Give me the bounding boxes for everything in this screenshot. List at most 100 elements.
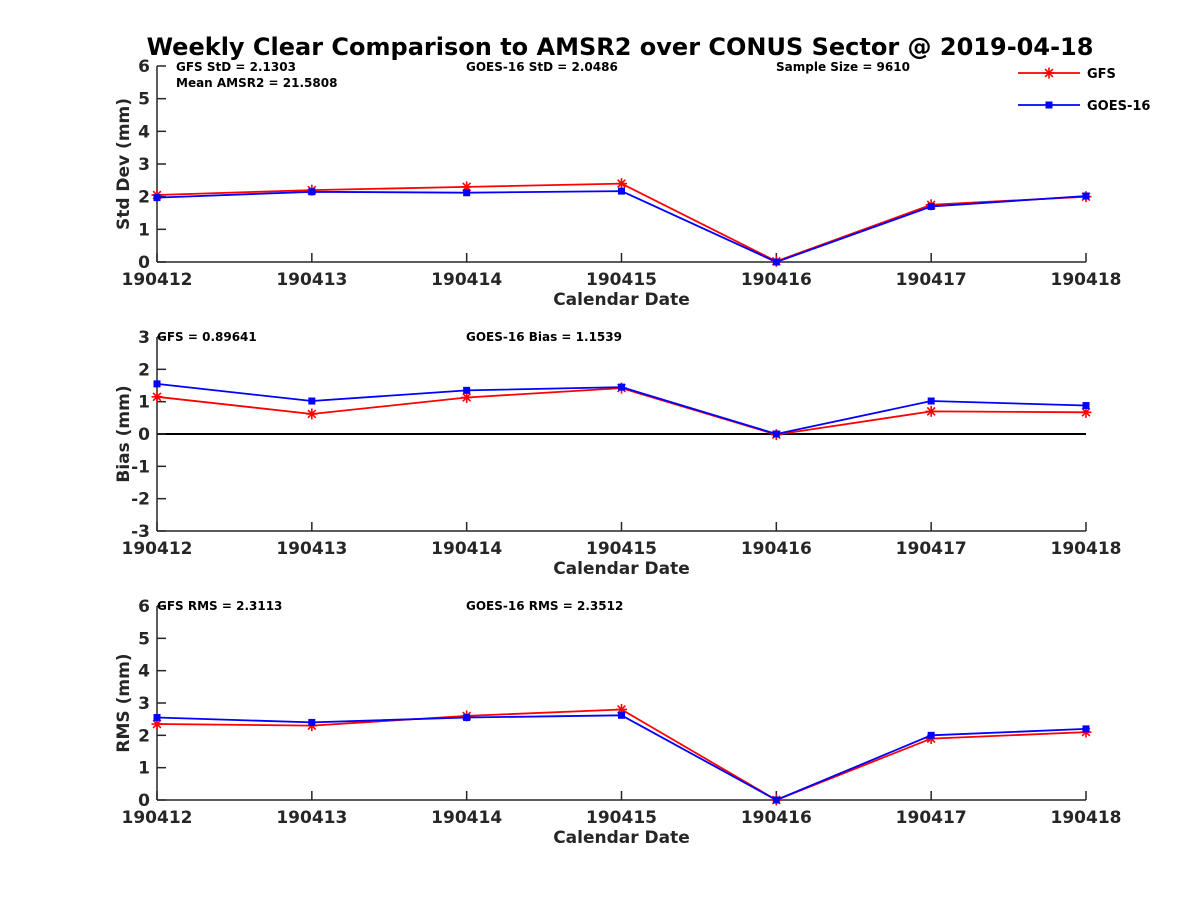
series-line: [156, 714, 1087, 801]
x-tick-label: 190417: [896, 808, 967, 828]
stat-annotation: Sample Size = 9610: [776, 60, 910, 74]
y-tick-label: -1: [131, 457, 150, 477]
x-tick-label: 190417: [896, 539, 967, 559]
x-tick-label: 190416: [741, 808, 812, 828]
x-tick-label: 190412: [122, 539, 193, 559]
panel-3: 190412 190413 190414 190415 190416 190417 1904…: [114, 597, 1121, 848]
data-point: [463, 714, 471, 722]
y-axis-label: Std Dev (mm): [114, 98, 134, 230]
data-point: [151, 718, 163, 730]
series-goes-16: [153, 380, 1090, 438]
y-axis-label: RMS (mm): [114, 653, 134, 752]
data-point: [1082, 725, 1090, 733]
data-point: [151, 391, 163, 403]
x-tick-label: 190413: [276, 539, 347, 559]
y-tick-label: 2: [138, 360, 150, 380]
data-point: [616, 178, 627, 190]
y-tick-label: 3: [138, 328, 150, 348]
y-axis-label: Bias (mm): [114, 385, 134, 482]
legend-marker: [1043, 67, 1055, 79]
data-point: [618, 383, 625, 391]
data-point: [1082, 192, 1090, 200]
series-goes-16: [153, 187, 1090, 266]
legend: GFS GOES-16: [1018, 67, 1150, 114]
data-point: [927, 397, 935, 405]
series-line: [156, 387, 1087, 436]
x-tick-label: 190415: [586, 808, 657, 828]
y-tick-label: -3: [131, 522, 150, 542]
legend-entry-gfs: GFS: [1018, 67, 1116, 82]
data-point: [463, 189, 471, 197]
series-goes-16: [153, 711, 1090, 804]
legend-label: GOES-16: [1087, 99, 1150, 114]
data-point: [772, 796, 780, 804]
x-tick-label: 190414: [431, 539, 502, 559]
data-point: [927, 731, 935, 739]
panel-2: 190412 190413 190414 190415 190416 190417 1904…: [114, 328, 1121, 579]
data-point: [463, 386, 471, 394]
series-line: [156, 708, 1087, 801]
data-point: [308, 718, 316, 726]
legend-marker: [1045, 101, 1053, 109]
data-point: [772, 258, 780, 266]
stat-annotation: GFS StD = 2.1303: [176, 60, 296, 74]
y-tick-label: 5: [138, 629, 150, 649]
data-point: [308, 397, 316, 405]
panel-1: 190412 190413 190414 190415 190416 190417 1904…: [114, 57, 1121, 310]
series-line: [156, 182, 1087, 263]
y-tick-label: 0: [138, 253, 150, 273]
y-tick-label: 1: [138, 393, 150, 413]
x-tick-label: 190418: [1051, 808, 1122, 828]
x-tick-label: 190417: [896, 270, 967, 290]
legend-label: GFS: [1087, 67, 1116, 82]
data-point: [306, 408, 318, 420]
y-tick-label: -2: [131, 490, 150, 510]
data-point: [153, 194, 161, 202]
x-axis-label: Calendar Date: [553, 290, 690, 310]
y-tick-label: 4: [138, 122, 150, 142]
data-point: [153, 380, 161, 388]
data-point: [925, 405, 937, 417]
y-tick-label: 6: [138, 597, 150, 617]
data-point: [308, 188, 316, 196]
x-tick-label: 190418: [1051, 270, 1122, 290]
data-point: [1082, 402, 1090, 410]
y-tick-label: 4: [138, 662, 150, 682]
data-point: [927, 202, 935, 210]
stat-annotation: GOES-16 RMS = 2.3512: [466, 599, 623, 613]
stat-annotation: GFS = 0.89641: [157, 330, 257, 344]
x-tick-label: 190415: [586, 270, 657, 290]
data-point: [618, 711, 625, 719]
y-tick-label: 1: [138, 759, 150, 779]
x-axis-label: Calendar Date: [553, 828, 690, 848]
series-gfs: [151, 382, 1092, 441]
x-tick-label: 190412: [122, 270, 193, 290]
y-tick-label: 6: [138, 57, 150, 77]
data-point: [153, 714, 161, 722]
series-gfs: [151, 703, 1092, 806]
stat-annotation: GOES-16 Bias = 1.1539: [466, 330, 622, 344]
y-tick-label: 0: [138, 791, 150, 811]
y-tick-label: 3: [138, 155, 150, 175]
x-tick-label: 190416: [741, 539, 812, 559]
x-tick-label: 190416: [741, 270, 812, 290]
x-tick-label: 190414: [431, 808, 502, 828]
y-tick-label: 5: [138, 90, 150, 110]
series-line: [156, 190, 1087, 263]
x-tick-label: 190415: [586, 539, 657, 559]
x-tick-label: 190414: [431, 270, 502, 290]
x-tick-label: 190413: [276, 808, 347, 828]
y-tick-label: 1: [138, 220, 150, 240]
x-axis-label: Calendar Date: [553, 559, 690, 579]
stat-annotation: GOES-16 StD = 2.0486: [466, 60, 618, 74]
y-tick-label: 2: [138, 188, 150, 208]
x-tick-label: 190412: [122, 808, 193, 828]
data-point: [772, 430, 780, 438]
y-tick-label: 0: [138, 425, 150, 445]
y-tick-label: 2: [138, 726, 150, 746]
panels: 190412 190413 190414 190415 190416 190417 1904…: [114, 57, 1121, 848]
y-tick-label: 3: [138, 694, 150, 714]
stat-annotation: GFS RMS = 2.3113: [157, 599, 282, 613]
figure-title: Weekly Clear Comparison to AMSR2 over CO…: [147, 33, 1094, 61]
